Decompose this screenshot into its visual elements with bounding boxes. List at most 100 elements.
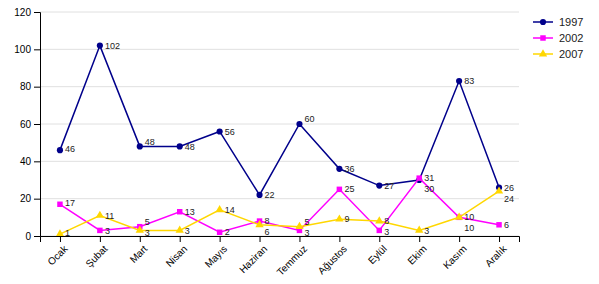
y-tick-label: 0 (25, 231, 31, 242)
x-tick-mark (299, 236, 300, 242)
point-marker (57, 147, 63, 153)
legend-marker (539, 49, 547, 56)
x-tick-label: Kasım (441, 243, 469, 271)
point-marker (336, 166, 342, 172)
x-tick-label: Ekim (405, 243, 429, 267)
data-label: 10 (464, 223, 474, 233)
x-tick: Ekim (405, 236, 429, 267)
y-tick: 0 (25, 231, 40, 242)
x-tick-label: Şubat (83, 243, 109, 269)
x-axis-line (41, 237, 520, 243)
data-label: 56 (225, 127, 235, 137)
y-tick-label: 100 (14, 44, 31, 55)
legend-marker (540, 35, 545, 40)
data-label: 3 (424, 226, 429, 236)
y-tick: 100 (14, 44, 40, 55)
point-marker (296, 121, 302, 127)
point-marker (176, 226, 184, 233)
point-marker (375, 216, 383, 223)
y-tick: 120 (14, 7, 40, 18)
data-label: 14 (225, 205, 235, 215)
x-axis: Ocak Şubat Mart Nisan Mayıs HaziranTemmuzAğus… (41, 236, 520, 278)
point-marker (496, 222, 501, 227)
x-tick-label: Temmuz (275, 243, 310, 278)
x-tick-mark (419, 236, 420, 242)
legend-marker (540, 19, 546, 25)
point-marker (377, 228, 382, 233)
x-tick: Mayıs (203, 236, 230, 270)
point-marker (256, 192, 262, 198)
y-tick-mark (34, 87, 40, 88)
y-tick: 40 (20, 156, 40, 167)
y-tick-label: 120 (14, 7, 31, 18)
data-label: 9 (344, 214, 349, 224)
point-marker (56, 229, 64, 236)
data-label: 5 (145, 217, 150, 227)
data-label: 3 (145, 228, 150, 238)
data-label: 30 (424, 184, 434, 194)
x-tick-mark (379, 236, 380, 242)
x-tick: Mart (128, 236, 150, 265)
x-tick: Ağustos (316, 236, 349, 276)
data-label: 5 (304, 217, 309, 227)
y-tick-mark (34, 124, 40, 125)
x-tick-mark (60, 236, 61, 242)
grid (40, 12, 519, 236)
x-tick-mark (260, 236, 261, 242)
legend-item: 1997 (533, 16, 583, 28)
legend-label: 2007 (559, 48, 583, 60)
y-tick-mark (34, 236, 40, 237)
point-marker (217, 128, 223, 134)
series-line (60, 191, 499, 234)
point-marker (416, 175, 421, 180)
data-label: 48 (145, 137, 155, 147)
x-tick-mark (140, 236, 141, 242)
y-tick: 60 (20, 119, 40, 130)
point-marker (215, 205, 223, 212)
point-marker (96, 211, 104, 218)
y-axis-line (34, 13, 41, 237)
y-axis: 020406080100120 (14, 7, 40, 242)
point-marker (177, 143, 183, 149)
grid-line (40, 86, 519, 87)
point-marker (456, 78, 462, 84)
x-tick: Eylül (366, 236, 389, 266)
y-tick-label: 40 (20, 156, 32, 167)
marks (56, 43, 503, 236)
x-tick-label: Nisan (164, 243, 190, 269)
chart: Ocak Şubat Mart Nisan Mayıs HaziranTemmuzAğus… (0, 0, 599, 284)
data-label: 3 (185, 226, 190, 236)
y-tick-label: 80 (20, 81, 32, 92)
point-marker (376, 183, 382, 189)
y-tick-mark (34, 49, 40, 50)
x-tick-label: Eylül (366, 243, 389, 266)
point-marker (137, 143, 143, 149)
x-tick-label: Aralık (483, 242, 510, 269)
data-label: 13 (185, 207, 195, 217)
x-tick: Aralık (483, 236, 510, 269)
data-label: 83 (464, 76, 474, 86)
x-tick-label: Mayıs (203, 243, 230, 270)
point-marker (295, 222, 303, 229)
point-marker (415, 226, 423, 233)
data-label: 3 (105, 226, 110, 236)
y-tick-mark (34, 12, 40, 13)
data-label: 24 (504, 194, 514, 204)
plot: Ocak Şubat Mart Nisan Mayıs HaziranTemmuzAğus… (14, 7, 519, 278)
x-tick-mark (180, 236, 181, 242)
data-label: 1 (65, 228, 70, 238)
data-label: 36 (344, 164, 354, 174)
point-marker (97, 43, 103, 49)
x-tick: Nisan (164, 236, 190, 269)
point-marker (335, 214, 343, 221)
data-label: 17 (65, 198, 75, 208)
x-tick-label: Ocak (45, 242, 70, 267)
grid-line (40, 12, 519, 13)
legend-label: 2002 (559, 32, 583, 44)
point-marker (97, 228, 102, 233)
data-label: 6 (504, 220, 509, 230)
data-label: 27 (384, 181, 394, 191)
x-tick-label: Haziran (237, 243, 269, 275)
data-label: 31 (424, 173, 434, 183)
data-label: 8 (384, 216, 389, 226)
